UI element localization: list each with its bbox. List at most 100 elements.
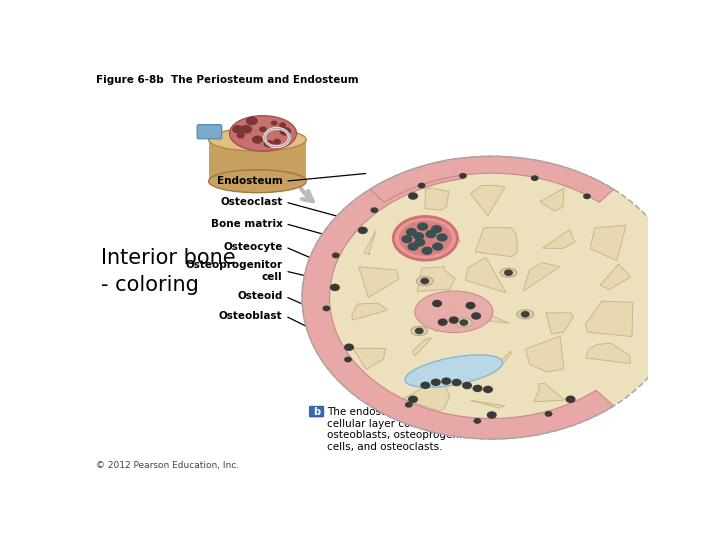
- Circle shape: [401, 235, 413, 243]
- Circle shape: [413, 232, 424, 240]
- Circle shape: [431, 379, 441, 386]
- Polygon shape: [497, 351, 511, 366]
- Circle shape: [473, 418, 481, 424]
- Text: - coloring: - coloring: [101, 275, 199, 295]
- Polygon shape: [586, 343, 630, 363]
- Polygon shape: [418, 267, 455, 292]
- Circle shape: [420, 278, 429, 285]
- Circle shape: [462, 382, 472, 389]
- Polygon shape: [209, 140, 306, 181]
- Polygon shape: [413, 338, 432, 356]
- Ellipse shape: [209, 170, 306, 193]
- Ellipse shape: [411, 326, 428, 335]
- Circle shape: [471, 312, 481, 320]
- Circle shape: [459, 319, 468, 326]
- Circle shape: [264, 140, 274, 147]
- Circle shape: [432, 242, 444, 251]
- Circle shape: [259, 126, 267, 132]
- Text: Osteoblast: Osteoblast: [219, 311, 282, 321]
- Text: Osteoprogenitor
cell: Osteoprogenitor cell: [185, 260, 282, 282]
- Circle shape: [358, 227, 368, 234]
- Circle shape: [408, 242, 418, 251]
- Text: The endosteum is an incomplete
cellular layer containing
osteoblasts, osteoproge: The endosteum is an incomplete cellular …: [327, 407, 498, 452]
- Circle shape: [279, 123, 286, 128]
- Circle shape: [583, 193, 591, 199]
- Circle shape: [408, 192, 418, 200]
- Polygon shape: [302, 158, 613, 439]
- Circle shape: [438, 319, 448, 326]
- Circle shape: [451, 379, 462, 386]
- Circle shape: [483, 386, 493, 393]
- Circle shape: [344, 356, 352, 362]
- Circle shape: [279, 127, 291, 136]
- Circle shape: [421, 247, 433, 255]
- Circle shape: [246, 117, 258, 125]
- Circle shape: [504, 269, 513, 276]
- Circle shape: [371, 207, 378, 213]
- Circle shape: [344, 343, 354, 351]
- Text: Bone matrix: Bone matrix: [211, 219, 282, 228]
- Circle shape: [418, 183, 426, 188]
- Text: Osteoid: Osteoid: [237, 292, 282, 301]
- Text: Osteocyte: Osteocyte: [223, 242, 282, 252]
- Circle shape: [330, 284, 340, 291]
- Circle shape: [544, 411, 552, 417]
- Polygon shape: [466, 258, 506, 293]
- Circle shape: [432, 300, 442, 307]
- Circle shape: [323, 306, 330, 312]
- Circle shape: [233, 125, 243, 133]
- FancyArrowPatch shape: [291, 155, 313, 201]
- Ellipse shape: [415, 291, 493, 333]
- Polygon shape: [546, 313, 574, 334]
- Circle shape: [252, 136, 263, 144]
- Ellipse shape: [500, 268, 517, 277]
- Ellipse shape: [393, 217, 457, 260]
- Circle shape: [487, 411, 497, 418]
- Circle shape: [408, 395, 418, 403]
- Polygon shape: [523, 262, 560, 291]
- Text: b: b: [313, 407, 320, 416]
- Polygon shape: [585, 301, 633, 336]
- Circle shape: [405, 402, 413, 408]
- Polygon shape: [405, 221, 460, 243]
- Ellipse shape: [456, 318, 472, 327]
- Circle shape: [521, 311, 530, 318]
- Circle shape: [436, 233, 448, 241]
- Circle shape: [240, 125, 252, 134]
- Polygon shape: [353, 348, 386, 369]
- FancyBboxPatch shape: [197, 125, 222, 139]
- Polygon shape: [364, 231, 376, 255]
- Polygon shape: [540, 188, 564, 211]
- Circle shape: [237, 132, 245, 139]
- Polygon shape: [475, 227, 518, 256]
- FancyBboxPatch shape: [310, 406, 324, 417]
- Polygon shape: [471, 401, 505, 408]
- Polygon shape: [542, 230, 575, 248]
- Circle shape: [417, 222, 428, 231]
- Circle shape: [472, 384, 482, 392]
- Circle shape: [302, 156, 681, 439]
- Circle shape: [431, 225, 442, 233]
- Circle shape: [449, 316, 459, 324]
- Text: © 2012 Pearson Education, Inc.: © 2012 Pearson Education, Inc.: [96, 461, 239, 470]
- Circle shape: [459, 173, 467, 179]
- Circle shape: [426, 230, 436, 238]
- Circle shape: [466, 302, 476, 309]
- Polygon shape: [526, 336, 564, 372]
- Circle shape: [271, 120, 277, 126]
- Circle shape: [414, 238, 426, 247]
- Polygon shape: [476, 308, 509, 323]
- Circle shape: [565, 395, 575, 403]
- Polygon shape: [534, 383, 565, 402]
- Circle shape: [531, 176, 539, 181]
- Text: Interior bone: Interior bone: [101, 248, 235, 268]
- Ellipse shape: [399, 221, 452, 256]
- Circle shape: [420, 382, 431, 389]
- Polygon shape: [600, 264, 631, 289]
- Polygon shape: [435, 306, 452, 332]
- Polygon shape: [359, 267, 399, 298]
- Polygon shape: [352, 303, 387, 320]
- Circle shape: [441, 377, 451, 385]
- Text: Figure 6-8b  The Periosteum and Endosteum: Figure 6-8b The Periosteum and Endosteum: [96, 75, 359, 85]
- Ellipse shape: [405, 355, 503, 387]
